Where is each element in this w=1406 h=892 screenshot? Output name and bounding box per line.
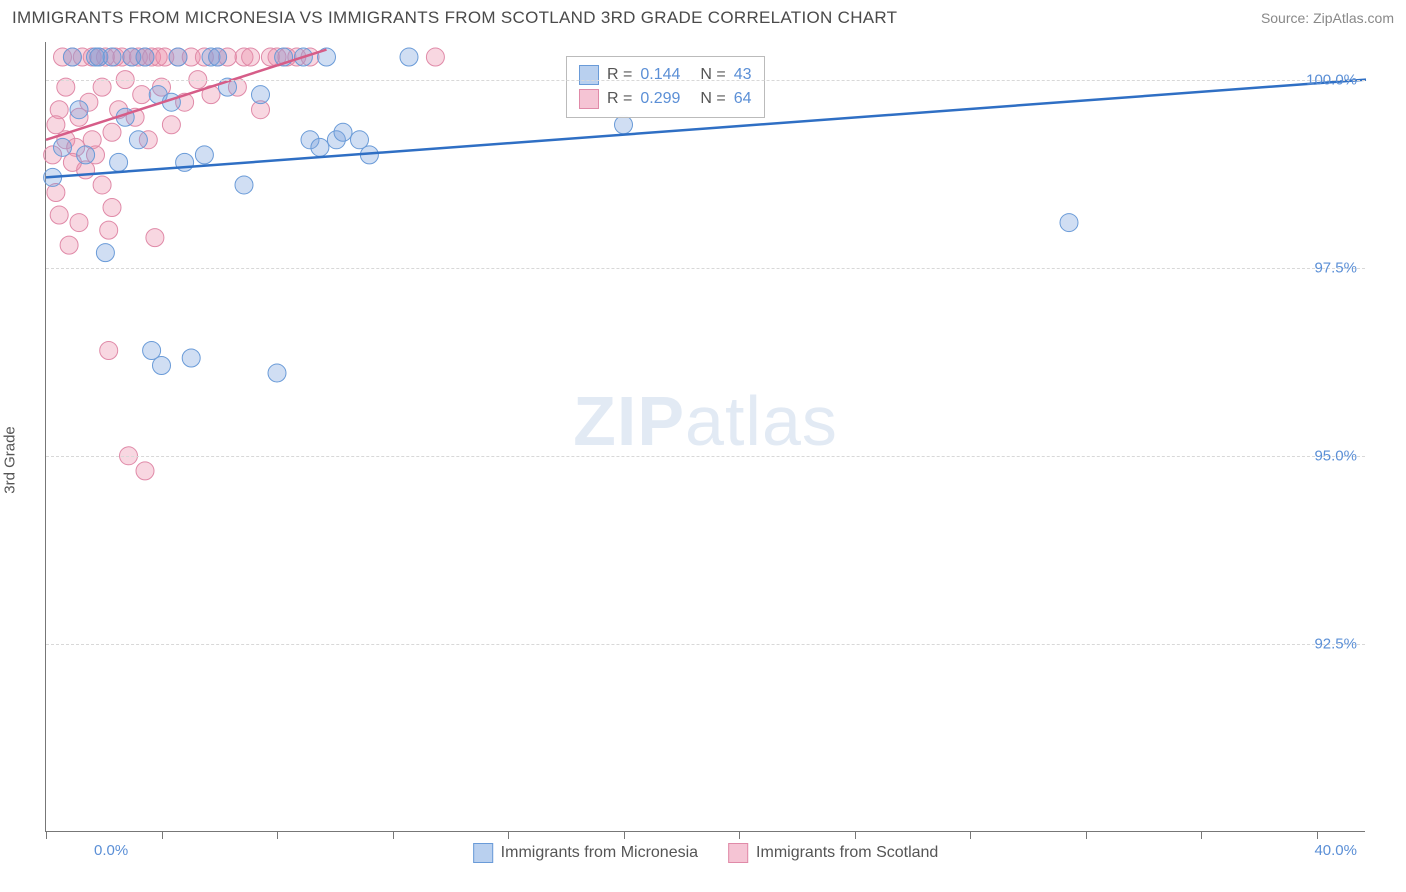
chart-title: IMMIGRANTS FROM MICRONESIA VS IMMIGRANTS… [12,8,897,28]
data-point [182,349,200,367]
data-point [77,146,95,164]
data-point [162,116,180,134]
data-point [426,48,444,66]
bottom-legend: Immigrants from Micronesia Immigrants fr… [473,843,939,863]
data-point [136,48,154,66]
data-point [311,138,329,156]
legend-swatch-scotland [579,89,599,109]
data-point [70,214,88,232]
gridline [46,268,1365,269]
x-tick [1201,831,1202,839]
chart-container: 3rd Grade ZIPatlas R = 0.144 N = 43 R = … [0,32,1406,887]
legend-row-1: R = 0.144 N = 43 [579,63,752,87]
data-point [63,48,81,66]
data-point [103,199,121,217]
legend-swatch-icon [473,843,493,863]
data-point [235,176,253,194]
data-point [103,123,121,141]
x-tick [739,831,740,839]
gridline [46,456,1365,457]
header: IMMIGRANTS FROM MICRONESIA VS IMMIGRANTS… [0,0,1406,32]
data-point [100,341,118,359]
data-point [615,116,633,134]
data-point [242,48,260,66]
x-tick [162,831,163,839]
legend-swatch-micronesia [579,65,599,85]
data-point [100,221,118,239]
x-tick [1317,831,1318,839]
legend-swatch-icon [728,843,748,863]
data-point [93,78,111,96]
data-point [103,48,121,66]
data-point [60,236,78,254]
x-tick [855,831,856,839]
data-point [96,244,114,262]
data-point [129,131,147,149]
data-point [169,48,187,66]
gridline [46,644,1365,645]
bottom-legend-micronesia: Immigrants from Micronesia [473,843,698,863]
legend-row-2: R = 0.299 N = 64 [579,87,752,111]
source-attribution: Source: ZipAtlas.com [1261,10,1394,26]
x-axis-max-label: 40.0% [1314,842,1357,859]
bottom-legend-scotland: Immigrants from Scotland [728,843,938,863]
data-point [195,146,213,164]
y-tick-label: 97.5% [1314,259,1357,276]
data-point [93,176,111,194]
data-point [133,86,151,104]
data-point [110,153,128,171]
data-point [50,206,68,224]
x-tick [624,831,625,839]
data-point [1060,214,1078,232]
x-tick [508,831,509,839]
gridline [46,80,1365,81]
data-point [136,462,154,480]
data-point [153,357,171,375]
x-tick [277,831,278,839]
data-point [400,48,418,66]
data-point [70,101,88,119]
data-point [47,116,65,134]
x-tick [970,831,971,839]
correlation-legend: R = 0.144 N = 43 R = 0.299 N = 64 [566,56,765,118]
y-axis-label: 3rd Grade [2,426,19,494]
data-point [57,78,75,96]
data-point [209,48,227,66]
x-tick [393,831,394,839]
data-point [146,229,164,247]
x-axis-min-label: 0.0% [94,842,128,859]
chart-svg [46,42,1365,831]
plot-area: ZIPatlas R = 0.144 N = 43 R = 0.299 N = … [45,42,1365,832]
data-point [268,364,286,382]
x-tick [1086,831,1087,839]
y-tick-label: 92.5% [1314,635,1357,652]
data-point [252,86,270,104]
data-point [334,123,352,141]
y-tick-label: 100.0% [1306,71,1357,88]
y-tick-label: 95.0% [1314,447,1357,464]
data-point [54,138,72,156]
x-tick [46,831,47,839]
